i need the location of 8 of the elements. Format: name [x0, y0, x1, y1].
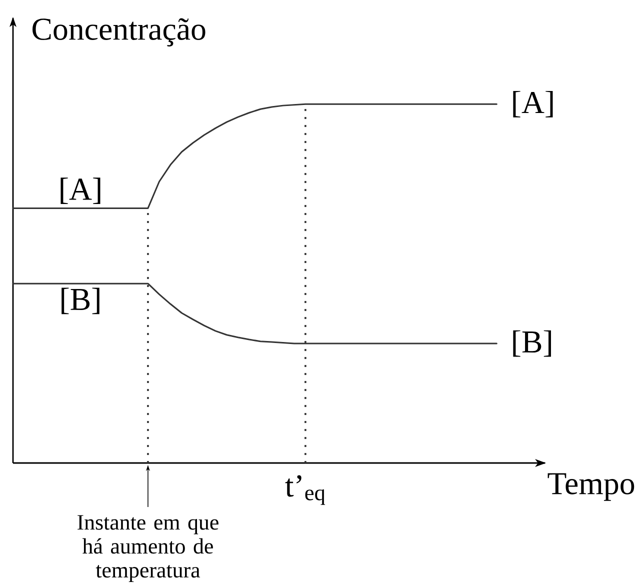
series-label: [A]: [60, 178, 100, 204]
x-axis-title: Tempo: [548, 473, 634, 501]
text: [A]: [513, 90, 553, 118]
y-axis-title: Concentração: [32, 18, 206, 46]
text: t’$_{eq}$: [285, 475, 326, 505]
text: [B]: [513, 330, 551, 357]
text: Instante em que há aumento de temperatura: [78, 515, 218, 582]
series-label: [B]: [62, 288, 100, 314]
